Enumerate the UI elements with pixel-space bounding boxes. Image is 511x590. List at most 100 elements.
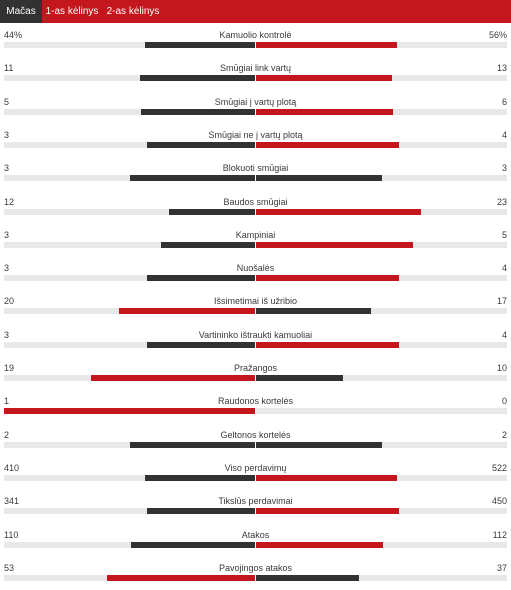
stat-home-bar — [144, 474, 255, 481]
stat-home-value: 12 — [4, 196, 15, 207]
period-tab-bar: Mačas 1-as kėlinys 2-as kėlinys — [0, 0, 511, 23]
stat-home-bar — [140, 75, 255, 82]
stat-home-track — [4, 75, 255, 82]
stat-row: 1 Raudonos kortelės 0 — [0, 389, 511, 422]
stat-home-track — [4, 541, 255, 548]
stat-home-value: 341 — [4, 496, 20, 507]
stat-away-value: 522 — [491, 462, 507, 473]
stat-away-value: 4 — [501, 129, 507, 140]
stat-row: 44% Kamuolio kontrolė 56% — [0, 23, 511, 56]
stat-label: Smūgiai link vartų — [219, 63, 292, 74]
stat-away-track — [256, 474, 507, 481]
stat-away-value: 56% — [488, 30, 507, 40]
tab-match[interactable]: Mačas — [0, 0, 42, 23]
stat-row: 3 Nuošalės 4 — [0, 256, 511, 289]
stat-away-bar — [256, 241, 413, 248]
stat-home-bar — [147, 341, 255, 348]
tab-second-half[interactable]: 2-as kėlinys — [106, 6, 160, 17]
stat-away-track — [256, 308, 507, 315]
stat-label: Blokuoti smūgiai — [222, 163, 289, 174]
stat-away-value: 450 — [491, 496, 507, 507]
stat-away-value: 4 — [501, 263, 507, 274]
stat-away-track — [256, 341, 507, 348]
tab-first-half[interactable]: 1-as kėlinys — [45, 6, 99, 17]
stat-row: 2 Geltonos kortelės 2 — [0, 423, 511, 456]
stat-home-value: 410 — [4, 462, 20, 473]
stat-home-bar — [4, 408, 255, 415]
stat-row: 11 Smūgiai link vartų 13 — [0, 56, 511, 89]
stat-label: Vartininko ištraukti kamuoliai — [198, 329, 313, 340]
stat-away-bar — [256, 42, 397, 48]
stat-away-track — [256, 408, 507, 415]
stat-row: 3 Blokuoti smūgiai 3 — [0, 156, 511, 189]
stat-row: 20 Išsimetimai iš užribio 17 — [0, 289, 511, 322]
stat-label: Baudos smūgiai — [223, 196, 288, 207]
stat-away-bar — [256, 375, 343, 381]
stat-home-track — [4, 474, 255, 481]
stat-label: Geltonos kortelės — [220, 429, 291, 440]
stat-away-bar — [256, 108, 393, 115]
stat-home-track — [4, 574, 255, 581]
stat-home-value: 3 — [4, 329, 10, 340]
stat-home-track — [4, 42, 255, 48]
stat-home-value: 5 — [4, 96, 10, 107]
stat-row: 19 Pražangos 10 — [0, 356, 511, 389]
stat-away-track — [256, 75, 507, 82]
stat-home-track — [4, 108, 255, 115]
stat-label: Atakos — [241, 529, 270, 540]
stat-away-track — [256, 441, 507, 448]
stat-home-track — [4, 408, 255, 415]
stat-home-bar — [146, 508, 255, 515]
stat-home-value: 3 — [4, 229, 10, 240]
stat-away-bar — [256, 341, 400, 348]
stat-label: Nuošalės — [236, 263, 275, 274]
stat-home-bar — [144, 42, 255, 48]
stat-label: Viso perdavimų — [224, 462, 287, 473]
stat-home-value: 53 — [4, 562, 15, 573]
stat-away-bar — [256, 175, 382, 182]
stat-row: 410 Viso perdavimų 522 — [0, 456, 511, 489]
stat-home-bar — [147, 275, 255, 282]
stat-home-value: 19 — [4, 363, 15, 373]
stat-home-bar — [168, 208, 255, 215]
stat-home-track — [4, 208, 255, 215]
stat-away-bar — [256, 308, 372, 315]
stat-away-value: 23 — [496, 196, 507, 207]
stat-away-track — [256, 574, 507, 581]
stat-home-track — [4, 308, 255, 315]
stat-away-track — [256, 108, 507, 115]
stat-away-track — [256, 275, 507, 282]
stat-row: 3 Vartininko ištraukti kamuoliai 4 — [0, 323, 511, 356]
stat-home-bar — [147, 141, 255, 148]
stat-away-track — [256, 541, 507, 548]
stat-row: 110 Atakos 112 — [0, 523, 511, 556]
stat-away-value: 37 — [496, 562, 507, 573]
stat-away-value: 112 — [492, 529, 507, 540]
stat-away-track — [256, 175, 507, 182]
stat-home-value: 44% — [4, 30, 23, 40]
stat-away-track — [256, 208, 507, 215]
stat-home-track — [4, 441, 255, 448]
stat-home-bar — [130, 541, 255, 548]
stat-away-value: 6 — [501, 96, 507, 107]
stat-away-track — [256, 141, 507, 148]
stat-away-bar — [256, 275, 400, 282]
stat-label: Išsimetimai iš užribio — [213, 296, 298, 307]
stat-home-track — [4, 141, 255, 148]
stat-label: Raudonos kortelės — [217, 396, 294, 407]
stat-home-track — [4, 508, 255, 515]
stat-row: 53 Pavojingos atakos 37 — [0, 556, 511, 589]
stat-away-track — [256, 42, 507, 48]
stat-home-track — [4, 341, 255, 348]
stat-home-value: 3 — [4, 163, 10, 174]
stat-away-value: 4 — [501, 329, 507, 340]
stat-away-value: 3 — [501, 163, 507, 174]
stat-home-bar — [119, 308, 255, 315]
stat-away-bar — [256, 208, 421, 215]
stat-away-bar — [256, 474, 397, 481]
stat-row: 5 Smūgiai į vartų plotą 6 — [0, 90, 511, 123]
stat-away-value: 2 — [501, 429, 507, 440]
stat-label: Smūgiai į vartų plotą — [214, 96, 297, 107]
stat-away-bar — [256, 574, 360, 581]
stat-label: Tikslūs perdavimai — [218, 496, 293, 507]
